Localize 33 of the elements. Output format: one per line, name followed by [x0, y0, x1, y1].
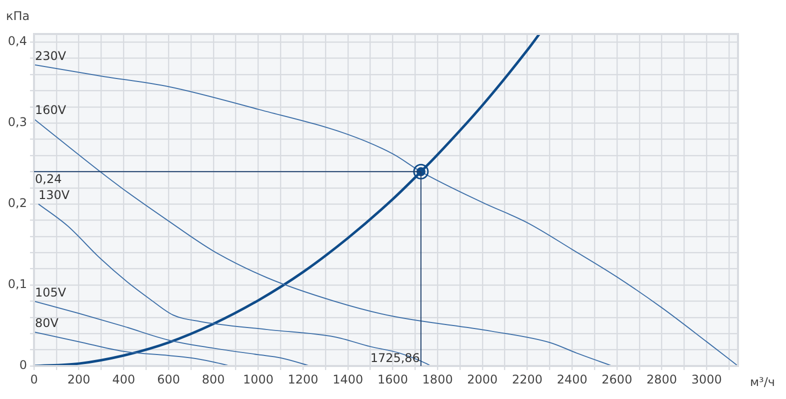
x-tick-label: 1200 [288, 372, 318, 386]
x-tick-label: 2600 [602, 372, 632, 386]
x-tick-label: 1800 [422, 372, 453, 386]
x-tick-label: 3000 [691, 372, 722, 386]
series-label: 160V [35, 103, 67, 118]
x-tick-label: 200 [67, 372, 90, 386]
y-tick-label: 0,2 [8, 196, 27, 210]
x-tick-label: 1000 [242, 372, 274, 386]
line-series [38, 204, 432, 366]
x-tick-label: 0 [30, 372, 38, 386]
line-series [34, 64, 738, 366]
series-label: 230V [35, 48, 67, 63]
x-tick-label: 2400 [556, 372, 588, 386]
y-tick-label: 0,3 [8, 115, 27, 130]
y-tick-label: 0,1 [8, 277, 27, 292]
line-series [34, 34, 541, 366]
x-tick-label: 1600 [377, 372, 408, 386]
y-tick-label: 0 [19, 358, 27, 372]
x-tick-label: 800 [202, 372, 225, 386]
x-tick-label: 1400 [332, 372, 364, 386]
x-tick-label: 400 [112, 372, 136, 386]
series-label: 80V [35, 316, 60, 330]
x-tick-label: 2200 [512, 372, 543, 386]
series-label: 105V [35, 285, 67, 300]
line-series [34, 118, 613, 366]
x-tick-label: 600 [157, 372, 180, 386]
x-tick-label: 2800 [646, 372, 678, 386]
x-tick-label: 2000 [467, 372, 498, 386]
y-tick-label: 0,4 [8, 34, 27, 48]
series-label: 130V [38, 188, 70, 202]
y-axis-title: кПа [6, 9, 30, 23]
ref-line-label: 0,24 [35, 172, 62, 186]
x-axis-title: м³/ч [750, 375, 775, 390]
